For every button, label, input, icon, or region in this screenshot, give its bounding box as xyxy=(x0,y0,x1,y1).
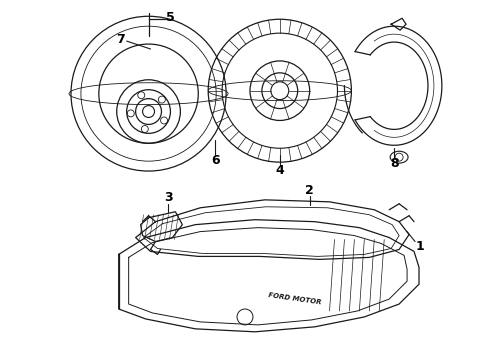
Text: 1: 1 xyxy=(416,240,424,253)
Text: 2: 2 xyxy=(305,184,314,197)
Text: 3: 3 xyxy=(164,192,173,204)
Text: 5: 5 xyxy=(166,11,175,24)
Text: 8: 8 xyxy=(390,157,398,170)
Text: 7: 7 xyxy=(116,33,125,46)
Text: 6: 6 xyxy=(211,154,220,167)
Text: FORD MOTOR: FORD MOTOR xyxy=(268,292,321,306)
Text: 4: 4 xyxy=(275,163,284,176)
